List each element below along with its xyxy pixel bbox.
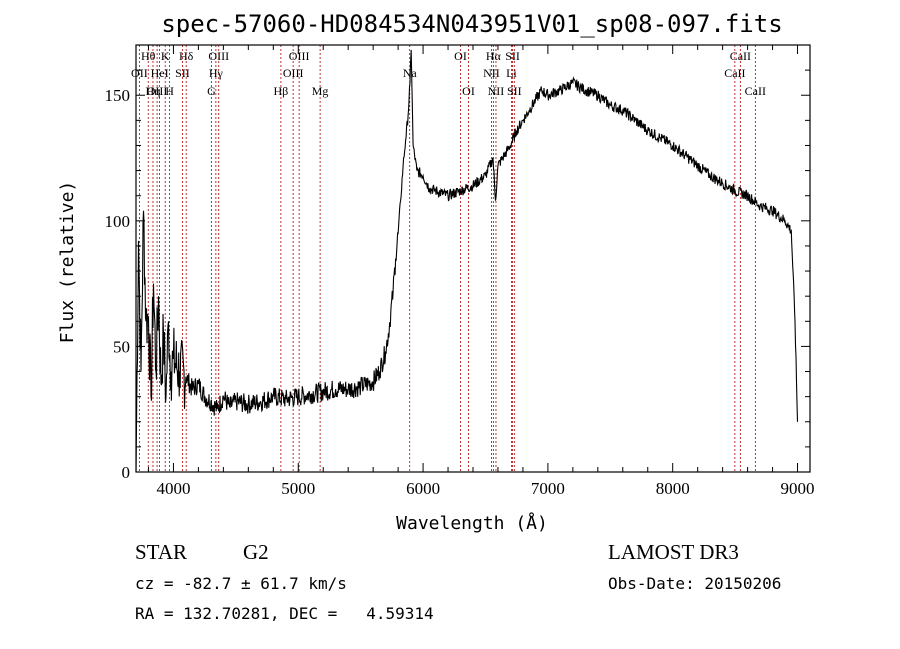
y-tick-label: 50	[113, 337, 130, 356]
spectral-line-label: G	[207, 84, 216, 98]
x-tick-label: 5000	[281, 479, 315, 498]
spectral-line-label: NII	[483, 66, 500, 80]
spectral-line-label: OI	[462, 84, 475, 98]
redshift-cz: cz = -82.7 ± 61.7 km/s	[135, 574, 347, 593]
x-axis-title: Wavelength (Å)	[396, 512, 548, 534]
observation-date: Obs-Date: 20150206	[608, 574, 782, 593]
coordinates: RA = 132.70281, DEC = 4.59314	[135, 604, 434, 623]
spectral-line-label: Hα	[486, 49, 502, 63]
spectral-line-label: Hθ	[141, 49, 156, 63]
spectral-line-label: NII	[488, 84, 505, 98]
spectrum-series-line	[135, 49, 799, 473]
object-type: STAR	[135, 540, 187, 564]
spectral-line-label: OIII	[208, 49, 229, 63]
x-tick-label: 9000	[781, 479, 815, 498]
spectral-line-label: OI	[454, 49, 467, 63]
y-tick-label: 0	[122, 463, 131, 482]
spectral-line-label: OII	[131, 66, 148, 80]
y-axis: 0 50 100 150	[105, 69, 810, 482]
spectral-line-label: OIII	[147, 84, 168, 98]
spectral-line-label: Mg	[312, 84, 329, 98]
spectral-line-label: Li	[506, 66, 517, 80]
spectral-line-label: K	[161, 49, 170, 63]
spectral-line-label: HeI	[151, 66, 169, 80]
x-axis: 4000 5000 6000 7000 8000 9000	[147, 45, 815, 498]
spectral-line-label: Hη	[145, 84, 160, 98]
x-tick-label: 8000	[656, 479, 690, 498]
x-tick-label: 4000	[156, 479, 190, 498]
spectral-line-label: OIII	[289, 49, 310, 63]
spectral-line-label: CaII	[730, 49, 751, 63]
spectral-line-label: SII	[507, 84, 522, 98]
spectral-line-label: OIII	[283, 66, 304, 80]
x-tick-label: 7000	[531, 479, 565, 498]
survey-name: LAMOST DR3	[608, 540, 739, 564]
y-tick-label: 100	[105, 212, 131, 231]
spectral-line-label: SII	[505, 49, 520, 63]
spectral-line-markers	[138, 45, 756, 472]
spectral-line-label: CaII	[745, 84, 766, 98]
spectral-line-label: H	[165, 84, 174, 98]
spectral-line-label: Hβ	[274, 84, 289, 98]
spectral-line-label: Hγ	[209, 66, 224, 80]
object-subclass: G2	[243, 540, 269, 564]
y-tick-label: 150	[105, 86, 131, 105]
y-axis-title: Flux (relative)	[57, 181, 78, 344]
spectral-line-label: Hδ	[179, 49, 194, 63]
x-tick-label: 6000	[406, 479, 440, 498]
spectral-line-label: CaII	[724, 66, 745, 80]
spectral-line-label: SII	[175, 66, 190, 80]
chart-title: spec-57060-HD084534N043951V01_sp08-097.f…	[161, 10, 782, 38]
